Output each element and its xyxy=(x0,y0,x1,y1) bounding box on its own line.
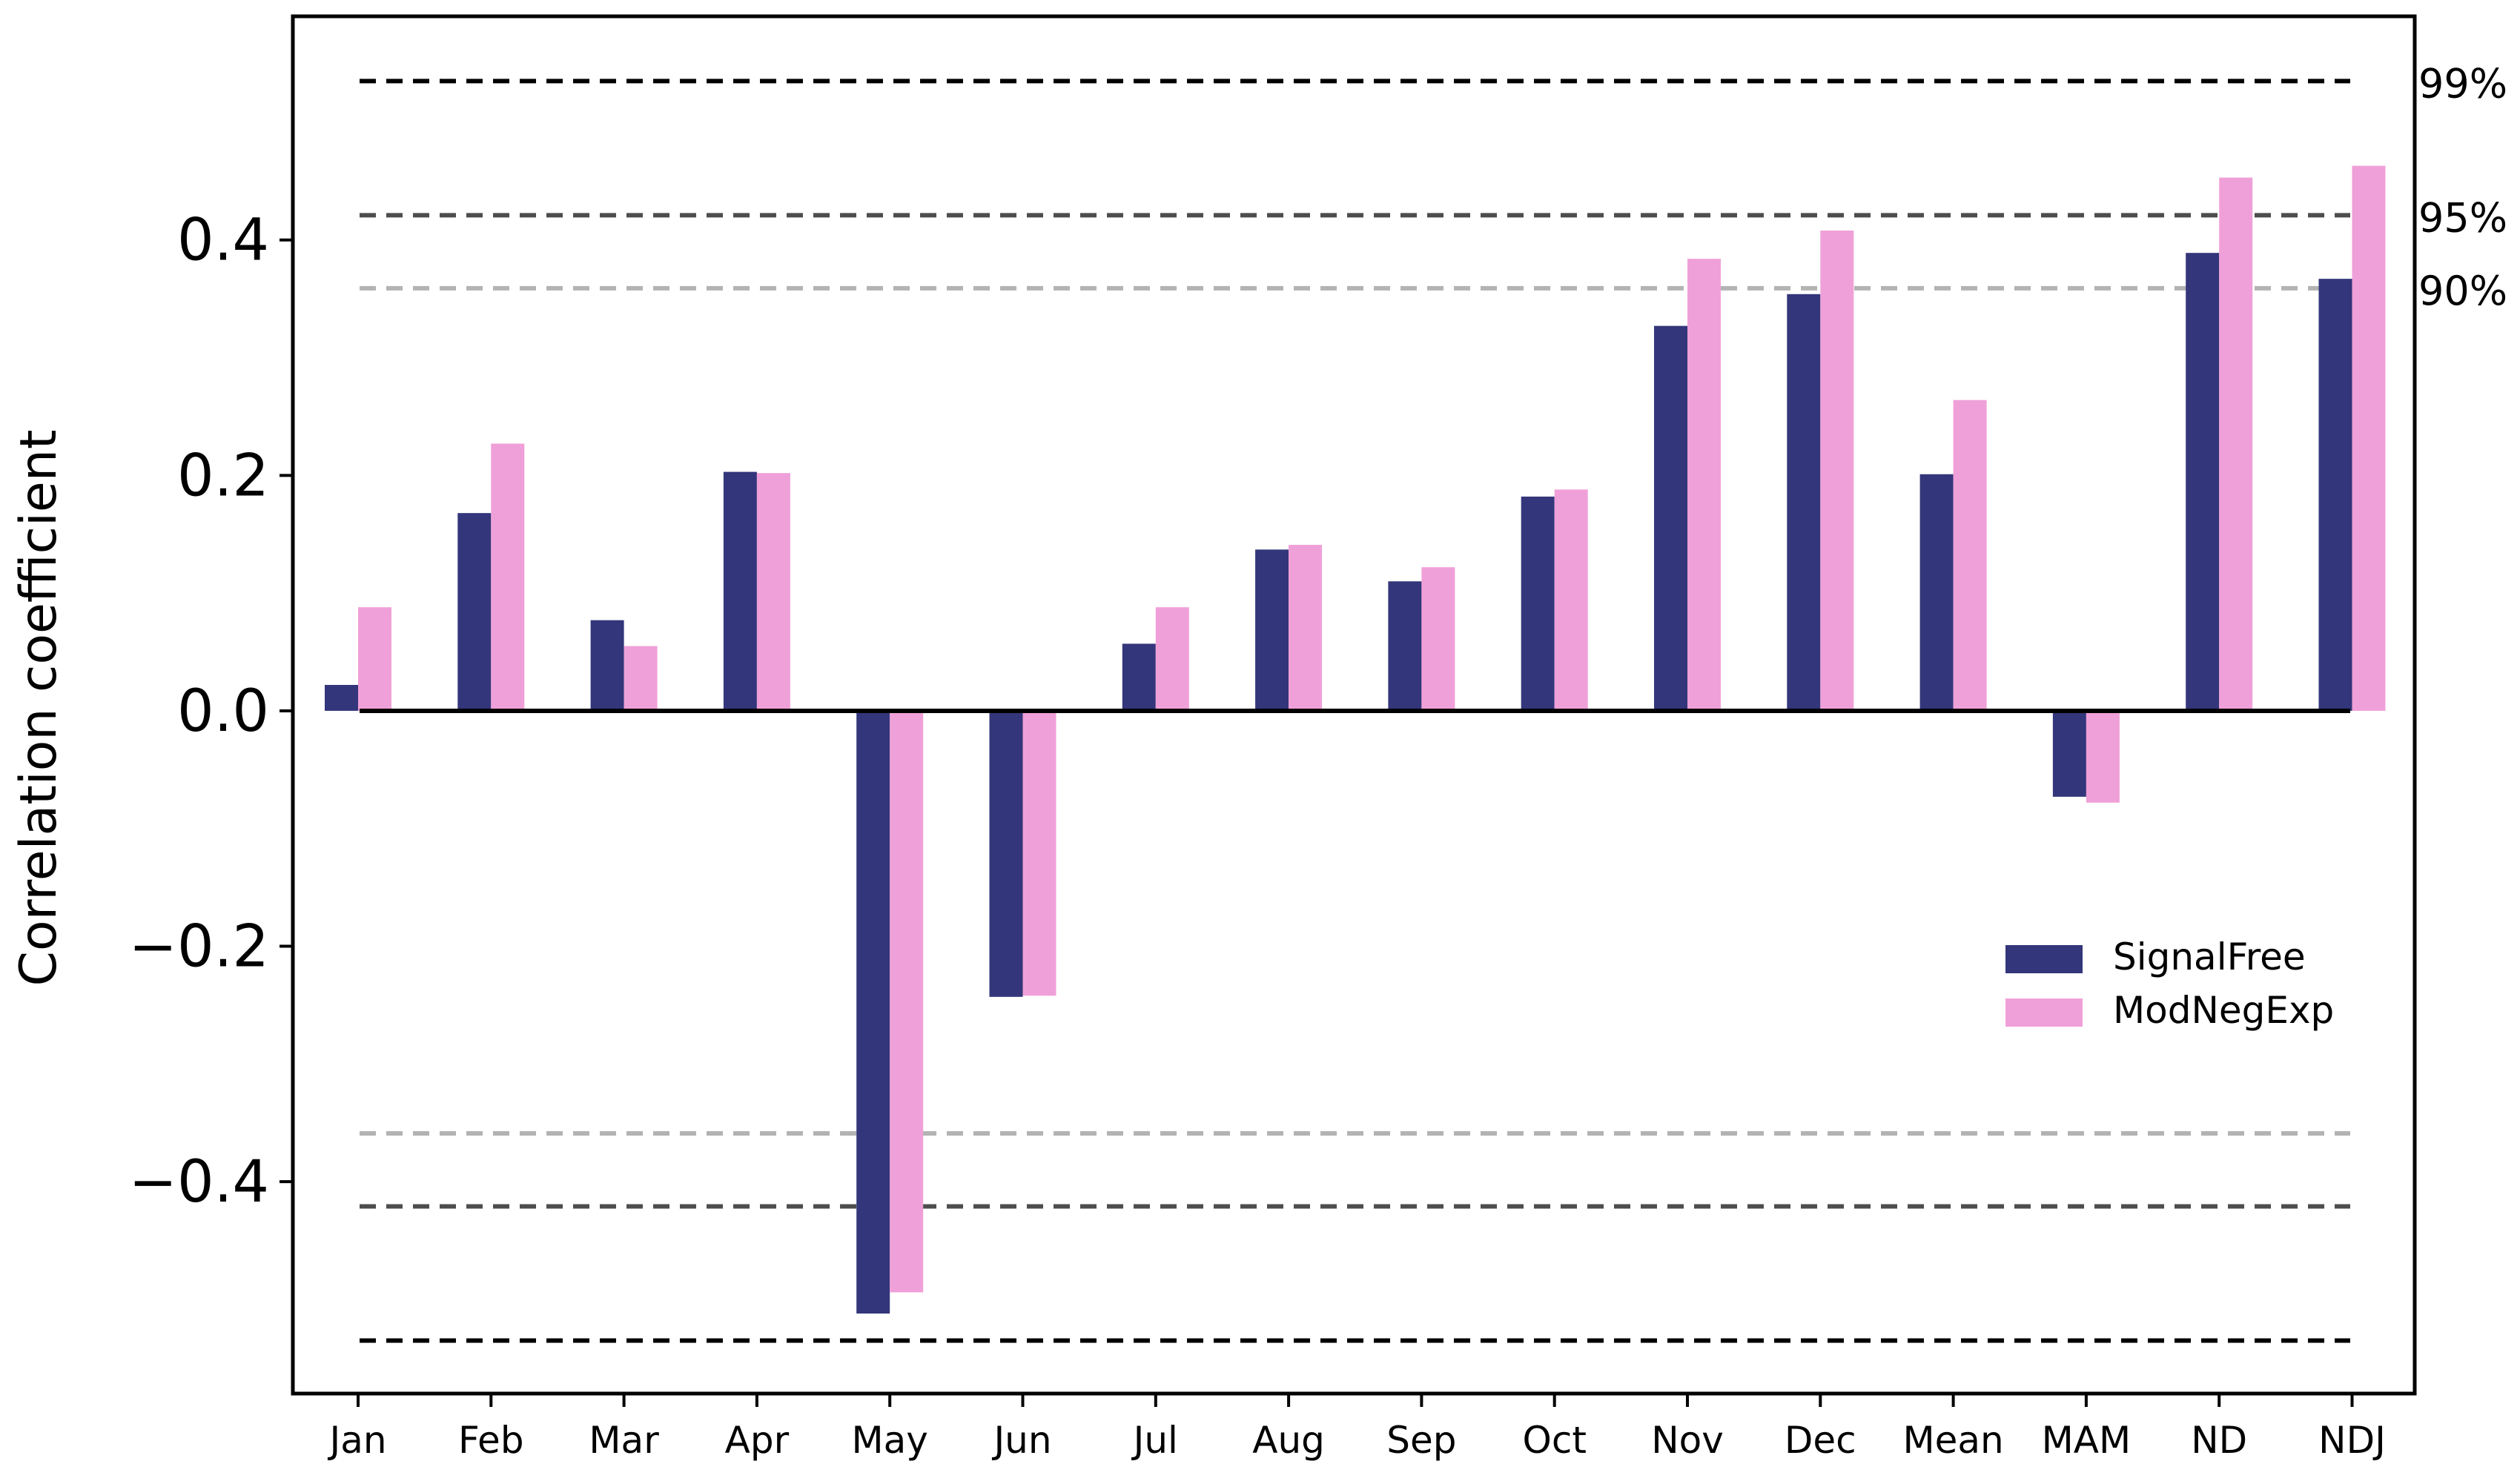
bar-modnegexp-ndj xyxy=(2352,165,2386,711)
significance-lines xyxy=(360,79,2350,1343)
bar-signalfree-feb xyxy=(457,513,492,711)
bar-signalfree-jun xyxy=(989,710,1023,997)
bar-signalfree-aug xyxy=(1255,549,1289,711)
x-tick-label: Aug xyxy=(1252,1419,1325,1462)
legend: SignalFree ModNegExp xyxy=(2005,935,2334,1032)
significance-labels: 99% 95% 90% xyxy=(2418,60,2507,314)
x-tick-label: Jul xyxy=(1131,1419,1178,1462)
significance-label-99: 99% xyxy=(2418,60,2507,107)
legend-swatch-signalfree xyxy=(2005,945,2083,973)
bar-signalfree-dec xyxy=(1787,294,1821,711)
bar-modnegexp-jul xyxy=(1155,607,1189,711)
x-tick-label: NDJ xyxy=(2318,1419,2386,1462)
x-tick-label: Sep xyxy=(1386,1419,1456,1462)
bar-modnegexp-jun xyxy=(1022,710,1056,996)
bar-signalfree-mam xyxy=(2052,710,2086,797)
bar-signalfree-mar xyxy=(590,620,624,711)
bar-modnegexp-mean xyxy=(1953,400,1987,711)
bar-modnegexp-may xyxy=(890,710,924,1293)
y-axis: −0.4 −0.2 0.0 0.2 0.4 xyxy=(129,208,293,1216)
y-axis-label: Correlation coefficient xyxy=(10,429,68,986)
y-tick-label: 0.2 xyxy=(177,443,269,509)
x-tick-label: May xyxy=(852,1419,928,1462)
bar-modnegexp-mar xyxy=(624,646,658,711)
bar-signalfree-may xyxy=(856,710,890,1314)
bar-modnegexp-apr xyxy=(756,473,790,711)
significance-label-90: 90% xyxy=(2418,268,2507,314)
legend-label-signalfree: SignalFree xyxy=(2113,935,2306,978)
legend-label-modnegexp: ModNegExp xyxy=(2113,989,2334,1032)
y-tick-label: 0.0 xyxy=(177,678,269,745)
x-tick-label: MAM xyxy=(2042,1419,2131,1462)
bars xyxy=(325,165,2386,1314)
y-tick-label: −0.4 xyxy=(129,1149,269,1216)
x-tick-label: Feb xyxy=(458,1419,524,1462)
bar-modnegexp-nd xyxy=(2219,177,2253,711)
bar-modnegexp-dec xyxy=(1820,231,1854,711)
x-tick-label: Mean xyxy=(1902,1419,2003,1462)
x-tick-label: Oct xyxy=(1522,1419,1586,1462)
x-tick-label: Jan xyxy=(327,1419,386,1462)
bar-signalfree-nov xyxy=(1654,325,1687,711)
bar-modnegexp-oct xyxy=(1554,489,1588,711)
bar-modnegexp-jan xyxy=(358,607,391,711)
bar-modnegexp-sep xyxy=(1421,567,1455,711)
x-tick-label: Apr xyxy=(725,1419,790,1462)
x-tick-label: Nov xyxy=(1651,1419,1724,1462)
y-tick-label: 0.4 xyxy=(177,208,269,274)
x-tick-label: Jun xyxy=(991,1419,1051,1462)
bar-signalfree-jul xyxy=(1122,643,1156,711)
bar-modnegexp-nov xyxy=(1687,259,1721,711)
bar-modnegexp-mam xyxy=(2086,710,2120,803)
bar-modnegexp-feb xyxy=(491,443,525,711)
bar-signalfree-apr xyxy=(723,471,757,711)
bar-modnegexp-aug xyxy=(1289,545,1323,711)
bar-signalfree-mean xyxy=(1919,474,1954,711)
bar-signalfree-sep xyxy=(1388,581,1422,711)
bar-signalfree-nd xyxy=(2186,253,2220,711)
x-tick-label: ND xyxy=(2191,1419,2247,1462)
y-tick-label: −0.2 xyxy=(129,914,269,981)
bar-signalfree-ndj xyxy=(2318,279,2352,711)
plot-frame xyxy=(291,14,2417,1396)
x-axis: Jan Feb Mar Apr May Jun Jul Aug Sep Oct Nov Dec Mean… xyxy=(327,1394,2386,1462)
bar-signalfree-oct xyxy=(1521,496,1555,711)
x-tick-label: Dec xyxy=(1785,1419,1856,1462)
legend-swatch-modnegexp xyxy=(2005,998,2083,1027)
bar-signalfree-jan xyxy=(325,685,358,711)
x-tick-label: Mar xyxy=(589,1419,659,1462)
significance-label-95: 95% xyxy=(2418,194,2507,241)
